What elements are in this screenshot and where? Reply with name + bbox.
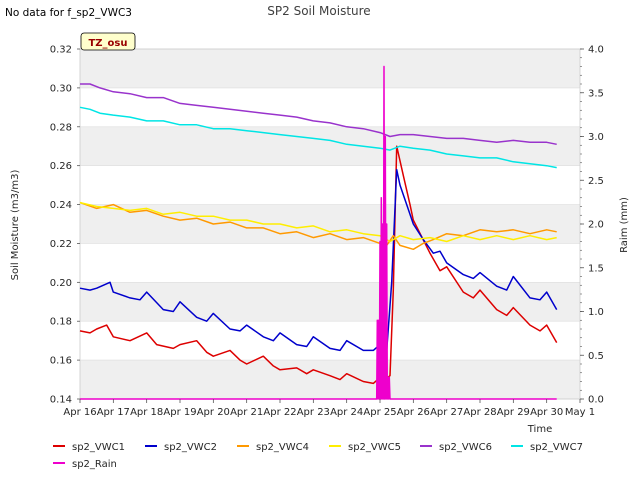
y2-tick-label: 2.0 (588, 220, 604, 231)
x-tick-label: May 1 (565, 407, 595, 418)
background-band (80, 360, 580, 399)
x-tick-label: Apr 22 (263, 407, 296, 418)
x-tick-label: Apr 28 (463, 407, 496, 418)
series-line-sp2-rain (80, 65, 557, 400)
series-line-sp2-vwc4 (79, 201, 557, 251)
x-tick-label: Apr 19 (163, 407, 196, 418)
x-tick-label: Apr 24 (330, 407, 363, 418)
background-band (80, 126, 580, 166)
x-tick-label: Apr 20 (197, 407, 230, 418)
x-axis-ticks: Apr 16 Apr 17 Apr 18 Apr 19 Apr 20 Apr 21 Apr … (63, 399, 595, 418)
y2-tick-label: 0.5 (588, 351, 604, 362)
x-tick-label: Apr 23 (297, 407, 330, 418)
x-tick-label: Apr 29 (497, 407, 530, 418)
legend-label-sp2-vwc5: sp2_VWC5 (348, 442, 401, 453)
site-badge-label: TZ_osu (88, 38, 127, 49)
x-tick-label: Apr 16 (63, 407, 96, 418)
x-axis-label: Time (527, 424, 552, 435)
legend-label-sp2-vwc2: sp2_VWC2 (164, 442, 217, 453)
y2-axis-label: Raim (mm) (619, 197, 630, 253)
series-line-sp2-vwc5 (79, 201, 557, 243)
background-band (80, 49, 580, 88)
left-axis-ticks: 0.14 0.16 0.18 0.20 0.22 0.24 0.26 0.28 0.30 0.32 (50, 45, 80, 406)
series-line-sp2-vwc1 (79, 145, 558, 385)
x-tick-label: Apr 27 (430, 407, 463, 418)
y-axis-label: Soil Moisture (m3/m3) (10, 170, 21, 281)
legend: sp2_VWC1 sp2_VWC2 sp2_VWC4 sp2_VWC5 sp2_VWC6… (53, 442, 583, 470)
no-data-message: No data for f_sp2_VWC3 (5, 7, 132, 19)
series-line-sp2-vwc7 (79, 106, 557, 169)
background-band (80, 204, 580, 244)
series-layer (79, 65, 558, 400)
chart-title: SP2 Soil Moisture (267, 4, 370, 18)
y2-tick-label: 4.0 (588, 45, 604, 56)
x-tick-label: Apr 21 (230, 407, 263, 418)
x-tick-label: Apr 17 (97, 407, 130, 418)
background-bands (80, 49, 580, 399)
y-tick-label: 0.32 (50, 45, 72, 56)
y2-tick-label: 0.0 (588, 395, 604, 406)
y-tick-label: 0.16 (50, 356, 72, 367)
y-tick-label: 0.26 (50, 161, 72, 172)
y-tick-label: 0.24 (50, 200, 72, 211)
y-tick-label: 0.14 (50, 395, 72, 406)
series-line-sp2-vwc6 (80, 83, 557, 146)
x-tick-label: Apr 25 (363, 407, 396, 418)
background-band (80, 282, 580, 322)
right-axis-ticks: 0.0 0.5 1.0 1.5 2.0 2.5 3.0 3.5 4.0 (580, 45, 604, 406)
y2-tick-label: 2.5 (588, 176, 604, 187)
y-tick-label: 0.20 (50, 278, 72, 289)
legend-label-sp2-vwc4: sp2_VWC4 (256, 442, 309, 453)
legend-label-sp2-vwc7: sp2_VWC7 (530, 442, 583, 453)
y2-tick-label: 1.5 (588, 263, 604, 274)
y-tick-label: 0.18 (50, 317, 72, 328)
legend-label-sp2-vwc1: sp2_VWC1 (72, 442, 125, 453)
x-tick-label: Apr 30 (530, 407, 563, 418)
series-line-sp2-vwc2 (79, 168, 558, 352)
y2-tick-label: 1.0 (588, 307, 604, 318)
y-tick-label: 0.28 (50, 122, 72, 133)
y-tick-label: 0.30 (50, 83, 72, 94)
legend-label-sp2-rain: sp2_Rain (72, 459, 117, 470)
site-badge: TZ_osu (80, 32, 136, 51)
legend-label-sp2-vwc6: sp2_VWC6 (439, 442, 492, 453)
x-tick-label: Apr 26 (397, 407, 430, 418)
y2-tick-label: 3.0 (588, 132, 604, 143)
y-tick-label: 0.22 (50, 239, 72, 250)
y2-tick-label: 3.5 (588, 88, 604, 99)
x-tick-label: Apr 18 (130, 407, 163, 418)
